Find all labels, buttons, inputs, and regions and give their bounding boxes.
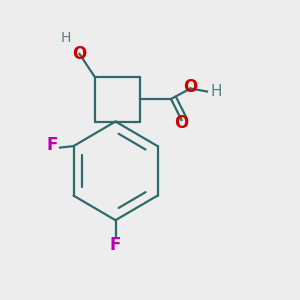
- Text: H: H: [210, 84, 221, 99]
- Text: F: F: [47, 136, 58, 154]
- Text: O: O: [72, 45, 87, 63]
- Text: H: H: [61, 31, 71, 44]
- Text: F: F: [110, 236, 121, 253]
- Text: O: O: [183, 78, 198, 96]
- Text: O: O: [174, 114, 189, 132]
